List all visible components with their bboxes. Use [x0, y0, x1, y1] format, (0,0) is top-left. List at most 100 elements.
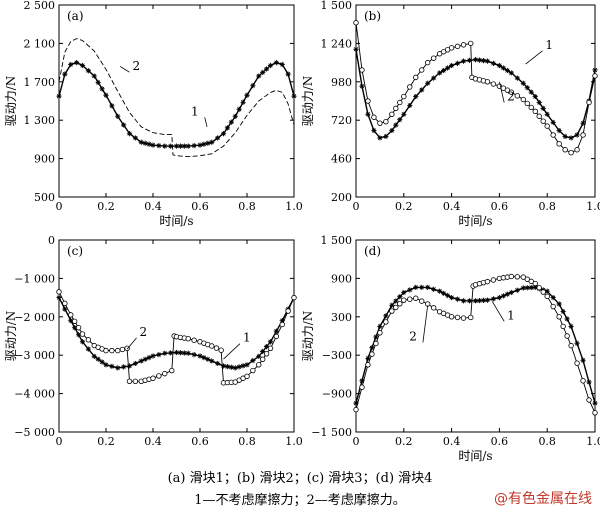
- y-tick-label: −3 000: [14, 349, 55, 362]
- series-1-point: [197, 142, 203, 148]
- series-1-point: [574, 132, 580, 138]
- series-1-point: [56, 93, 62, 99]
- series-2-point: [407, 84, 413, 90]
- annotation-leader: [126, 337, 137, 350]
- series-2-point: [544, 293, 550, 300]
- series-1-point: [393, 122, 399, 128]
- series-1-point: [68, 318, 74, 324]
- series-2-point: [383, 319, 389, 325]
- y-tick-label: 200: [331, 191, 352, 204]
- panel-a: 0 0.2 0.4 0.6 0.8 1.0 500 900 1 300 1 700 2 100 2 5…: [4, 0, 303, 228]
- series-2-point: [568, 149, 574, 156]
- annotation-label: 2: [409, 329, 417, 343]
- series-2-point: [524, 100, 530, 107]
- series-1-point: [168, 350, 174, 356]
- y-tick-label: 1 300: [24, 114, 56, 127]
- series-1-point: [500, 65, 506, 71]
- x-tick-label: 0.2: [395, 200, 413, 213]
- series-1-point: [232, 365, 238, 371]
- series-2-point: [508, 273, 515, 280]
- series-1-point: [504, 67, 510, 74]
- series-1-point: [79, 339, 86, 345]
- series-2-point: [377, 120, 383, 126]
- series-1-point: [437, 70, 443, 76]
- series-2-point: [550, 132, 556, 138]
- series-1-point: [99, 359, 105, 365]
- caption-line-1: (a) 滑块1；(b) 滑块2；(c) 滑块3；(d) 滑块4: [167, 471, 433, 486]
- series-2-point: [580, 132, 586, 138]
- series-2-point: [85, 337, 92, 343]
- series-1-point: [500, 293, 506, 299]
- caption-line-2: 1—不考虑摩擦力；2—考虑摩擦力。: [194, 493, 406, 508]
- x-tick-label: 0.6: [191, 435, 209, 448]
- series-1-point: [490, 296, 497, 302]
- series-2-point: [75, 324, 82, 331]
- series-1-point: [191, 143, 197, 149]
- series-1-point: [162, 350, 168, 356]
- y-tick-label: 0: [48, 234, 55, 247]
- series-1-point: [256, 73, 262, 79]
- series-2-point: [209, 343, 215, 349]
- series-1-point: [150, 142, 156, 148]
- series-2-point: [250, 367, 256, 374]
- series-1-point: [244, 92, 250, 98]
- series-1-point: [115, 113, 121, 119]
- series-1-point: [121, 122, 127, 128]
- annotation-leader: [422, 305, 429, 343]
- series-1-point: [437, 288, 443, 294]
- series-1-point: [556, 301, 562, 307]
- series-2-point: [592, 73, 598, 79]
- x-tick-label: 0: [56, 435, 63, 448]
- series-1-point: [580, 357, 586, 363]
- x-axis-label: 时间/s: [159, 214, 193, 228]
- series-2-point: [393, 304, 399, 311]
- series-1-point: [520, 285, 526, 291]
- x-tick-label: 0.2: [395, 435, 413, 448]
- annotation-leader: [499, 81, 505, 103]
- y-tick-label: −4 000: [14, 388, 55, 401]
- annotation-label: 1: [545, 38, 553, 52]
- series-1-point: [177, 350, 184, 356]
- series-2-point: [484, 79, 491, 85]
- y-tick-label: 500: [34, 191, 55, 204]
- series-1-point: [490, 60, 497, 66]
- series-2-point: [490, 81, 497, 87]
- series-2-point: [353, 406, 359, 413]
- series-1-point: [369, 345, 375, 351]
- y-tick-label: 2 500: [24, 0, 56, 12]
- series-2-point: [514, 93, 521, 99]
- series-2-point: [407, 296, 413, 302]
- series-2-point: [109, 347, 115, 354]
- y-tick-label: 1 500: [321, 0, 353, 12]
- series-2-point: [126, 378, 133, 385]
- series-2-point: [468, 314, 474, 321]
- series-1-point: [279, 318, 285, 324]
- series-1-point: [91, 353, 97, 359]
- watermark: @有色金属在线: [494, 491, 592, 507]
- series-1-point: [431, 75, 437, 81]
- series-2-point: [586, 397, 592, 403]
- series-2-point: [419, 67, 425, 73]
- series-1-point: [220, 131, 227, 137]
- series-2-point: [536, 285, 542, 291]
- series-1-point: [373, 334, 379, 340]
- series-2-point: [514, 274, 521, 280]
- series-1-point: [185, 143, 191, 149]
- series-1-point: [550, 295, 556, 301]
- series-2-point: [291, 294, 297, 301]
- panel-label: (d): [364, 244, 381, 258]
- annotation-label: 1: [191, 104, 199, 118]
- series-1-point: [377, 323, 383, 329]
- series-1-point: [407, 102, 413, 109]
- series-1-point: [240, 363, 246, 369]
- series-1-point: [466, 298, 473, 304]
- series-1-point: [72, 325, 78, 331]
- series-2-point: [425, 59, 431, 66]
- series-1-point: [532, 93, 538, 100]
- series-1-point: [353, 400, 359, 406]
- annotation-label: 2: [140, 325, 148, 339]
- x-tick-label: 0.2: [97, 200, 115, 213]
- series-1-point: [431, 286, 437, 292]
- series-1-point: [528, 284, 534, 291]
- series-1-point: [550, 119, 556, 126]
